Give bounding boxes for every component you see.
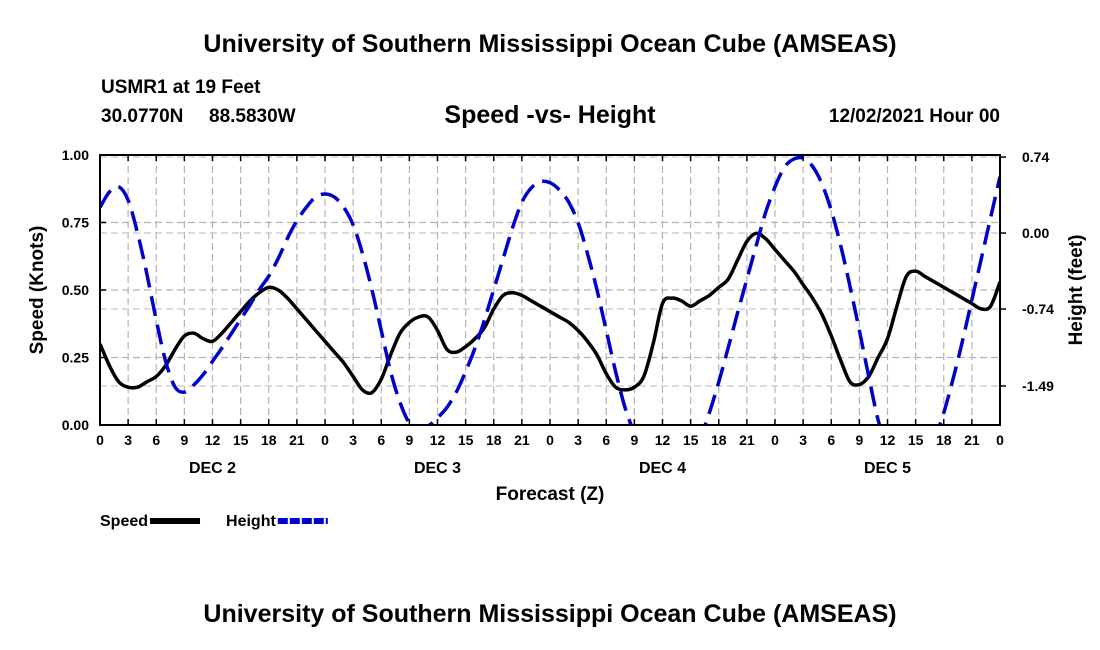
y-axis-title: Speed (Knots)	[27, 226, 48, 355]
x-tick-label: 6	[602, 432, 610, 448]
x-tick-label: 12	[205, 432, 221, 448]
y-right-tick-label: -1.49	[1022, 378, 1054, 394]
y-tick-label: 0.00	[62, 417, 89, 433]
x-tick-label: 9	[405, 432, 413, 448]
series-line-height	[100, 155, 1000, 425]
series-line-speed	[100, 231, 1000, 396]
x-tick-label: 3	[799, 432, 807, 448]
x-tick-label: 18	[711, 432, 727, 448]
x-tick-label: 18	[261, 432, 277, 448]
y-right-tick-label: 0.74	[1022, 149, 1049, 165]
x-axis-title: Forecast (Z)	[496, 484, 605, 505]
legend-label: Speed	[100, 513, 148, 530]
y-tick-label: 0.75	[62, 215, 89, 231]
x-tick-label: 12	[430, 432, 446, 448]
x-tick-label: 0	[546, 432, 554, 448]
x-tick-label: 6	[377, 432, 385, 448]
chart-subtitle: Speed -vs- Height	[444, 101, 656, 129]
x-tick-label: 3	[349, 432, 357, 448]
y-tick-label: 0.50	[62, 282, 89, 298]
x-tick-label: 15	[458, 432, 474, 448]
y-tick-label: 1.00	[62, 147, 89, 163]
x-tick-label: 3	[124, 432, 132, 448]
x-tick-label: 3	[574, 432, 582, 448]
x-tick-label: 18	[486, 432, 502, 448]
x-tick-label: 9	[180, 432, 188, 448]
x-tick-label: 21	[289, 432, 305, 448]
y-right-axis-title: Height (feet)	[1066, 235, 1087, 346]
chart-title: University of Southern Mississippi Ocean…	[203, 30, 897, 58]
series-layer	[100, 155, 1000, 425]
axes: 0 3 6 9 12 15 18 21 0 3 6 9 12 15 18 21 0 3 6 9 12 15 18 21 0 3 6 9…	[27, 147, 1087, 505]
x-tick-label: 18	[936, 432, 952, 448]
latitude-label: 30.0770N	[101, 106, 184, 127]
x-tick-label: 15	[683, 432, 699, 448]
x-tick-label: 12	[880, 432, 896, 448]
x-tick-label: 15	[233, 432, 249, 448]
x-tick-label: 15	[908, 432, 924, 448]
legend: Speed Height	[100, 513, 328, 530]
day-label: DEC 2	[189, 460, 236, 477]
x-tick-label: 21	[739, 432, 755, 448]
day-label: DEC 3	[414, 460, 461, 477]
legend-label: Height	[226, 513, 276, 530]
x-tick-label: 6	[152, 432, 160, 448]
x-tick-label: 6	[827, 432, 835, 448]
y-tick-label: 0.25	[62, 350, 89, 366]
day-label: DEC 4	[639, 460, 686, 477]
x-tick-label: 0	[771, 432, 779, 448]
x-tick-label: 9	[855, 432, 863, 448]
station-label: USMR1 at 19 Feet	[101, 77, 261, 98]
x-tick-label: 12	[655, 432, 671, 448]
x-tick-label: 0	[321, 432, 329, 448]
x-tick-label: 0	[996, 432, 1004, 448]
y-right-tick-label: 0.00	[1022, 225, 1049, 241]
x-tick-label: 21	[964, 432, 980, 448]
x-tick-label: 21	[514, 432, 530, 448]
x-tick-label: 9	[630, 432, 638, 448]
day-label: DEC 5	[864, 460, 911, 477]
x-tick-label: 0	[96, 432, 104, 448]
longitude-label: 88.5830W	[209, 106, 296, 127]
footer-title: University of Southern Mississippi Ocean…	[203, 600, 897, 628]
y-right-tick-label: -0.74	[1022, 301, 1054, 317]
forecast-datetime: 12/02/2021 Hour 00	[828, 106, 1000, 127]
grid	[100, 155, 1000, 425]
